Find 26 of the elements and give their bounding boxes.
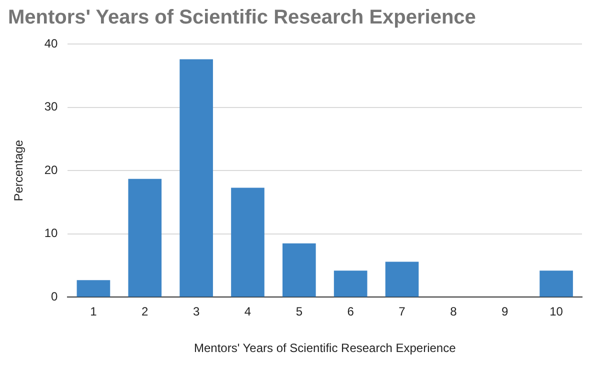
bar [128,178,162,297]
x-tick-label: 9 [502,304,509,319]
x-tick-label: 6 [347,304,354,319]
bar [180,59,213,297]
y-axis-title: Percentage [12,140,26,202]
y-tick-label: 30 [44,100,58,114]
bar [334,270,368,297]
x-tick-label: 2 [142,304,149,319]
x-tick-label: 10 [550,304,564,319]
x-axis-title: Mentors' Years of Scientific Research Experience [194,341,456,356]
x-tick-label: 3 [192,304,200,319]
x-tick-label: 1 [90,304,98,319]
y-tick-label: 0 [51,290,58,304]
x-tick-label: 5 [296,304,303,319]
y-tick-label: 40 [44,36,58,50]
bar [540,270,573,297]
x-tick-label: 8 [450,304,458,319]
x-tick-label: 4 [244,304,252,319]
y-tick-label: 20 [44,162,58,177]
bar [282,243,316,297]
bar [76,280,110,297]
bar [231,188,264,297]
chart-title: Mentors' Years of Scientific Research Experience [8,6,476,29]
x-tick-label: 7 [398,304,406,319]
y-tick-label: 10 [44,226,58,240]
bar [385,262,419,297]
